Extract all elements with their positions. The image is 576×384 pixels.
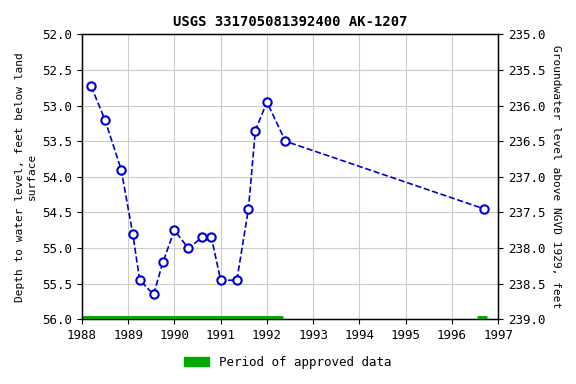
Title: USGS 331705081392400 AK-1207: USGS 331705081392400 AK-1207 — [173, 15, 407, 29]
Y-axis label: Depth to water level, feet below land
surface: Depth to water level, feet below land su… — [15, 52, 37, 302]
Legend: Period of approved data: Period of approved data — [179, 351, 397, 374]
Y-axis label: Groundwater level above NGVD 1929, feet: Groundwater level above NGVD 1929, feet — [551, 45, 561, 308]
